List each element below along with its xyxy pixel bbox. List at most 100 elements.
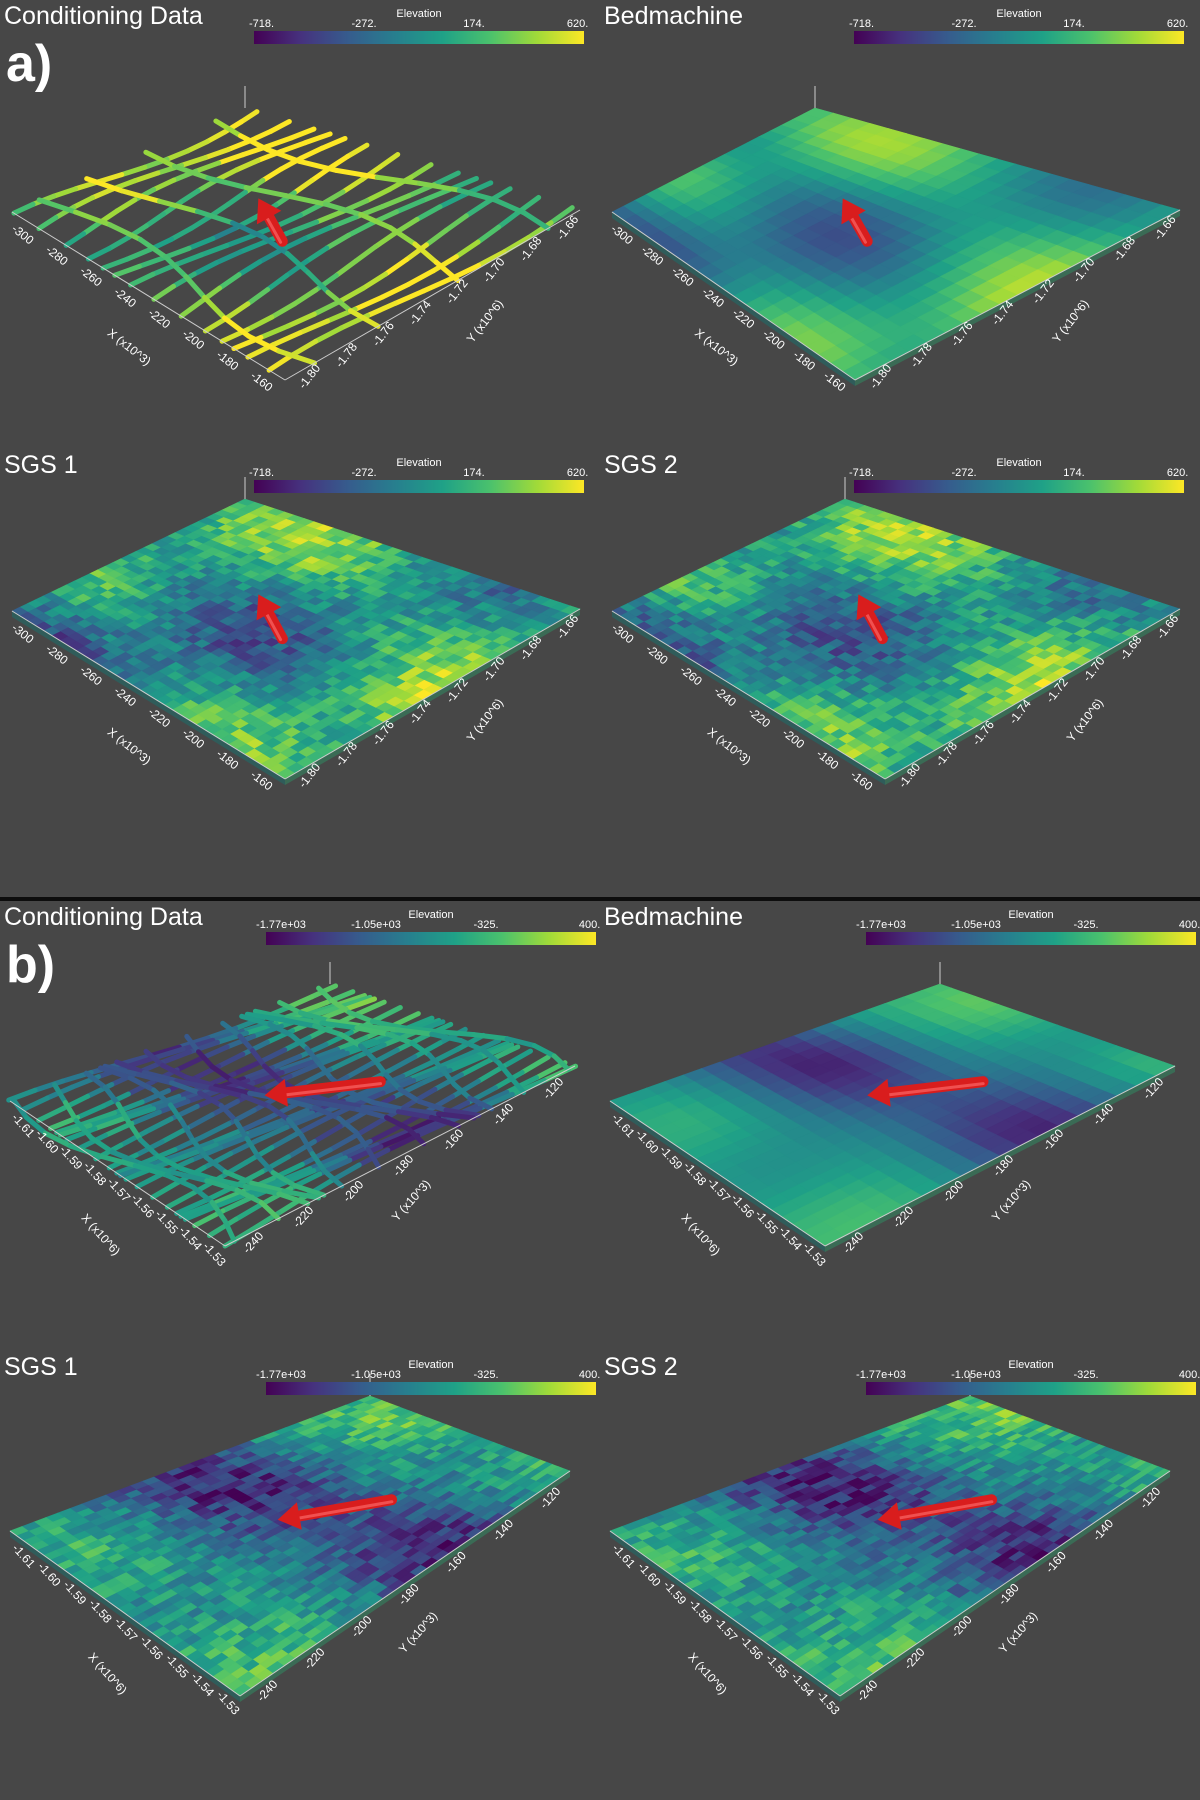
track-segment	[218, 1102, 239, 1124]
track-segment	[365, 1146, 382, 1170]
track-segment	[164, 1172, 196, 1190]
track-segment	[36, 1105, 66, 1123]
arrow-head	[264, 1078, 289, 1107]
track-segment	[216, 152, 246, 166]
panel-b-bedmachine: -1.61 -1.60 -1.59 -1.58 -1.57 -1.56 -1.55 -1.54…	[600, 901, 1200, 1349]
track-segment	[151, 1046, 186, 1061]
colorbar-gradient	[866, 932, 1196, 945]
track-segment	[456, 187, 498, 203]
track-segment	[344, 1060, 375, 1080]
track-segment	[87, 1113, 123, 1129]
track-segment	[501, 235, 532, 255]
colorbar-tick-label: 620.	[566, 18, 589, 30]
track-segment	[151, 1087, 173, 1108]
colorbar-tick-label: -1.77e+03	[856, 919, 906, 931]
track-segment	[435, 1029, 477, 1038]
track-segment	[352, 294, 385, 312]
axis-line-x	[9, 1530, 241, 1697]
track-segment	[260, 166, 284, 183]
track-segment	[414, 204, 443, 222]
track-segment	[265, 272, 290, 293]
track-segment	[521, 210, 551, 231]
track-segment	[255, 1153, 276, 1176]
track-segment	[151, 283, 176, 302]
track-segment	[374, 1128, 411, 1148]
arrow-highlight	[298, 1500, 394, 1520]
track-segment	[244, 1136, 261, 1159]
track-segment	[431, 170, 461, 188]
colorbar-gradient	[254, 31, 584, 44]
track-segment	[197, 1090, 224, 1108]
track-segment	[168, 1103, 200, 1122]
y-axis-title: Y (x10^6)	[464, 696, 506, 745]
arrow-highlight	[285, 1082, 383, 1097]
colorbar-tick-label: -325.	[473, 919, 499, 931]
track-segment	[156, 198, 200, 214]
track-segment	[377, 152, 401, 170]
track-segment	[423, 1094, 455, 1115]
track-segment	[321, 1168, 345, 1189]
arrow-highlight	[865, 613, 883, 642]
track-segment	[247, 128, 274, 144]
arrow-head	[856, 594, 882, 621]
track-segment	[297, 201, 326, 218]
arrow-highlight	[850, 216, 867, 244]
track-segment	[32, 1078, 66, 1093]
colorbar-tick-label: -718.	[848, 467, 875, 479]
track-segment	[400, 1060, 434, 1079]
surface	[609, 1395, 1171, 1697]
track-segment	[437, 1051, 473, 1070]
colorbar-tick-label: 400.	[578, 919, 601, 931]
track-segment	[233, 157, 261, 173]
track-segment	[283, 193, 328, 207]
colorbar: Elevation -1.77e+03 -1.05e+03 -325. 400.	[256, 1357, 600, 1397]
track-segment	[429, 1031, 464, 1044]
track-segment	[395, 1109, 434, 1120]
track-segment	[191, 260, 219, 277]
track-segment	[169, 225, 195, 242]
track-segment	[178, 1166, 214, 1181]
track-segment	[68, 1143, 105, 1160]
track-segment	[228, 1077, 260, 1093]
track-segment	[453, 239, 481, 260]
track-segment	[220, 1194, 255, 1214]
x-tick-label: -220	[145, 306, 173, 332]
track-segment	[292, 287, 319, 307]
track-segment	[217, 272, 242, 291]
track-segment	[132, 170, 161, 184]
track-segment	[233, 1201, 266, 1222]
track-segment	[244, 1011, 285, 1023]
track-segment	[385, 1031, 415, 1046]
track-segment	[315, 1050, 350, 1068]
track-segment	[309, 1151, 327, 1174]
track-segment	[531, 1043, 557, 1059]
track-segment	[430, 254, 459, 274]
surface-edge	[12, 611, 285, 785]
track-segment	[480, 1047, 502, 1066]
track-segment	[406, 1126, 427, 1147]
track-segment	[260, 1073, 293, 1092]
track-segment	[73, 1118, 94, 1141]
track-segment	[288, 126, 317, 141]
track-segment	[316, 1061, 335, 1082]
track-segment	[234, 1187, 264, 1206]
y-tick-label: -180	[390, 1152, 417, 1179]
panel-a-sgs-2: -300 -280 -260 -240 -220 -200 -180 -160 -1.80 -1.…	[600, 449, 1200, 897]
arrow-head	[867, 1078, 891, 1107]
track-segment	[208, 1085, 246, 1099]
track-segment	[325, 1018, 365, 1029]
track-segment	[297, 318, 330, 336]
track-segment	[287, 1062, 321, 1079]
x-tick-label: -300	[9, 222, 37, 248]
track-segment	[312, 1023, 344, 1037]
track-segment	[337, 285, 366, 305]
track-segment	[136, 1072, 174, 1086]
axis-line-y	[824, 1065, 1176, 1247]
track-segment	[336, 1115, 359, 1135]
colorbar-label: Elevation	[408, 1359, 454, 1371]
track-segment	[269, 1130, 301, 1151]
panel-b-conditioning-data: -1.61 -1.60 -1.59 -1.58 -1.57 -1.56 -1.55 -1.54…	[0, 901, 600, 1349]
track-segment	[114, 197, 138, 214]
track-segment	[432, 1072, 464, 1092]
track-segment	[51, 186, 79, 199]
